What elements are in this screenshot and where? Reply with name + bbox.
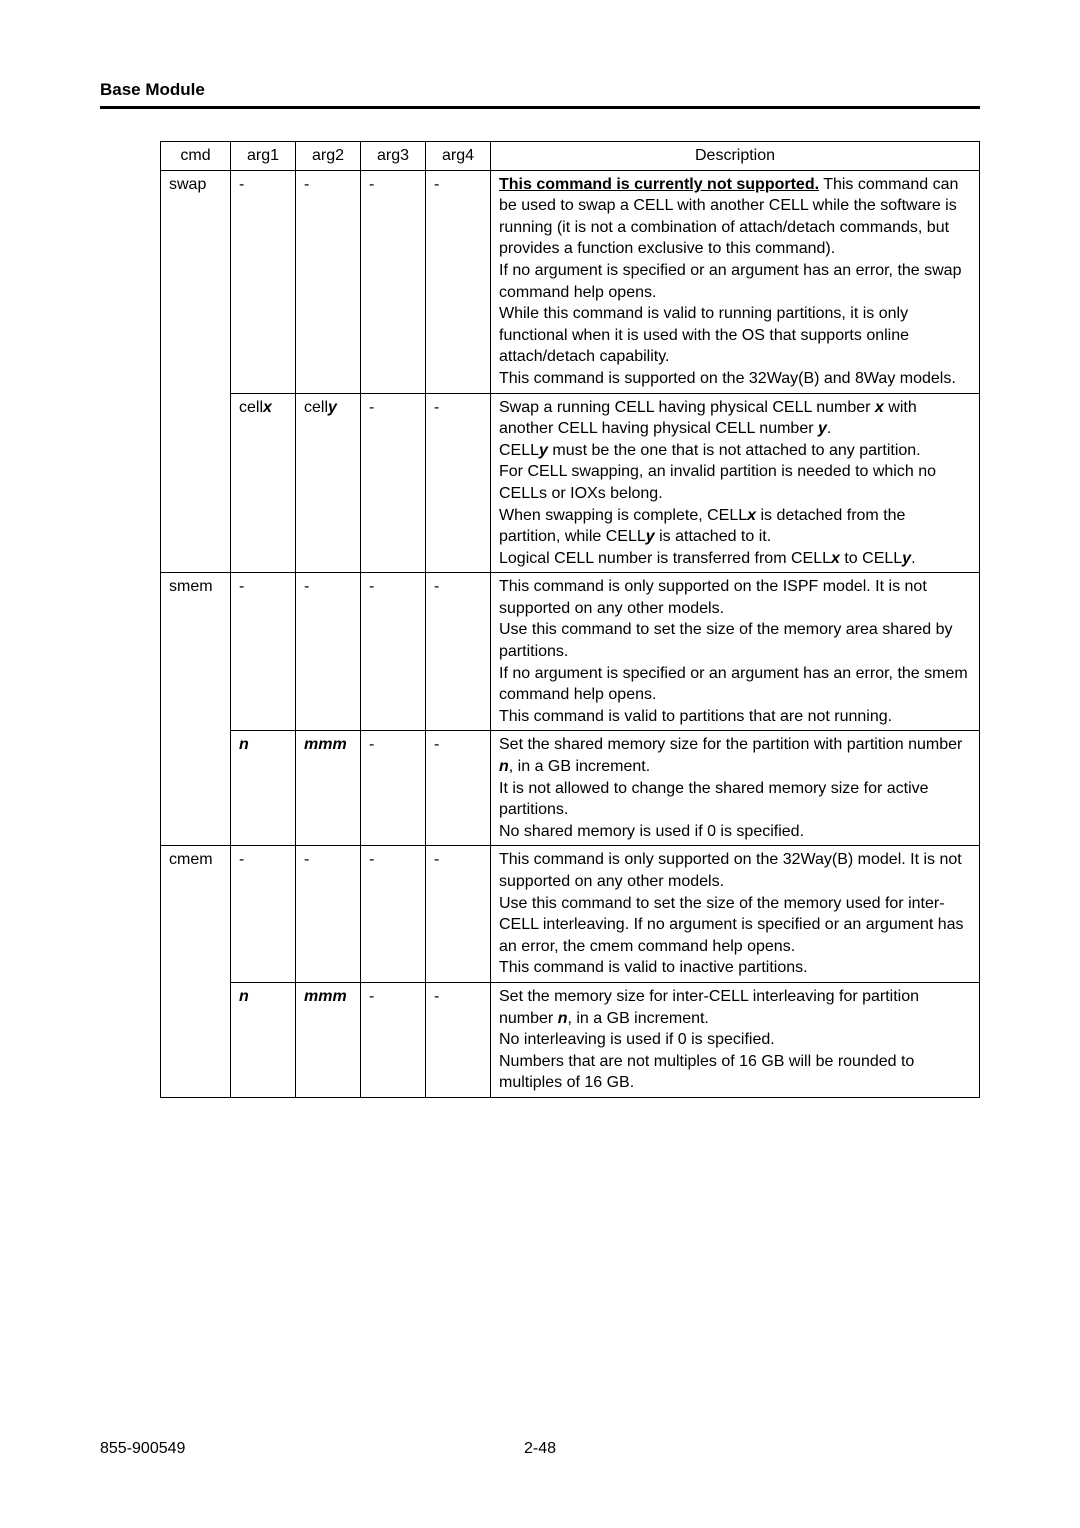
cell-description: Set the shared memory size for the parti… xyxy=(491,731,980,846)
cell-arg2: - xyxy=(296,846,361,983)
col-arg4: arg4 xyxy=(426,142,491,171)
table-row: n mmm - - Set the memory size for inter-… xyxy=(161,982,980,1097)
footer-page-number: 2-48 xyxy=(524,1440,556,1458)
cell-arg1: - xyxy=(231,170,296,393)
footer-doc-number: 855-900549 xyxy=(100,1440,185,1458)
col-description: Description xyxy=(491,142,980,171)
col-arg2: arg2 xyxy=(296,142,361,171)
cell-arg4: - xyxy=(426,731,491,846)
cell-arg1: cellx xyxy=(231,393,296,573)
cell-arg2: mmm xyxy=(296,731,361,846)
cell-description: This command is only supported on the IS… xyxy=(491,573,980,731)
table-row: swap - - - - This command is currently n… xyxy=(161,170,980,393)
table-row: cellx celly - - Swap a running CELL havi… xyxy=(161,393,980,573)
cell-description: Set the memory size for inter-CELL inter… xyxy=(491,982,980,1097)
cell-arg2: mmm xyxy=(296,982,361,1097)
cell-arg1: n xyxy=(231,731,296,846)
table-header-row: cmd arg1 arg2 arg3 arg4 Description xyxy=(161,142,980,171)
cell-arg3: - xyxy=(361,573,426,731)
cell-arg3: - xyxy=(361,982,426,1097)
cell-cmd: smem xyxy=(161,573,231,731)
desc-text: This command can be used to swap a CELL … xyxy=(499,176,961,387)
cell-arg1: - xyxy=(231,573,296,731)
desc-highlight: This command is currently not supported. xyxy=(499,176,819,193)
cell-description: This command is currently not supported.… xyxy=(491,170,980,393)
col-arg1: arg1 xyxy=(231,142,296,171)
cell-cmd xyxy=(161,393,231,573)
command-table-container: cmd arg1 arg2 arg3 arg4 Description swap… xyxy=(160,141,980,1098)
cell-arg4: - xyxy=(426,170,491,393)
cell-arg1: n xyxy=(231,982,296,1097)
header-rule xyxy=(100,106,980,109)
col-arg3: arg3 xyxy=(361,142,426,171)
cell-cmd xyxy=(161,731,231,846)
page-footer: 855-900549 2-48 xyxy=(100,1440,980,1458)
cell-arg2: - xyxy=(296,573,361,731)
col-cmd: cmd xyxy=(161,142,231,171)
cell-arg3: - xyxy=(361,731,426,846)
cell-arg4: - xyxy=(426,846,491,983)
cell-arg4: - xyxy=(426,982,491,1097)
cell-arg2: celly xyxy=(296,393,361,573)
cell-arg4: - xyxy=(426,573,491,731)
cell-arg4: - xyxy=(426,393,491,573)
page-header: Base Module xyxy=(100,80,980,109)
cell-arg3: - xyxy=(361,393,426,573)
cell-cmd: cmem xyxy=(161,846,231,983)
cell-arg3: - xyxy=(361,170,426,393)
header-title: Base Module xyxy=(100,80,980,100)
command-table: cmd arg1 arg2 arg3 arg4 Description swap… xyxy=(160,141,980,1098)
cell-cmd xyxy=(161,982,231,1097)
cell-arg2: - xyxy=(296,170,361,393)
cell-arg3: - xyxy=(361,846,426,983)
cell-description: Swap a running CELL having physical CELL… xyxy=(491,393,980,573)
table-row: n mmm - - Set the shared memory size for… xyxy=(161,731,980,846)
cell-arg1: - xyxy=(231,846,296,983)
cell-description: This command is only supported on the 32… xyxy=(491,846,980,983)
table-row: cmem - - - - This command is only suppor… xyxy=(161,846,980,983)
cell-cmd: swap xyxy=(161,170,231,393)
table-row: smem - - - - This command is only suppor… xyxy=(161,573,980,731)
